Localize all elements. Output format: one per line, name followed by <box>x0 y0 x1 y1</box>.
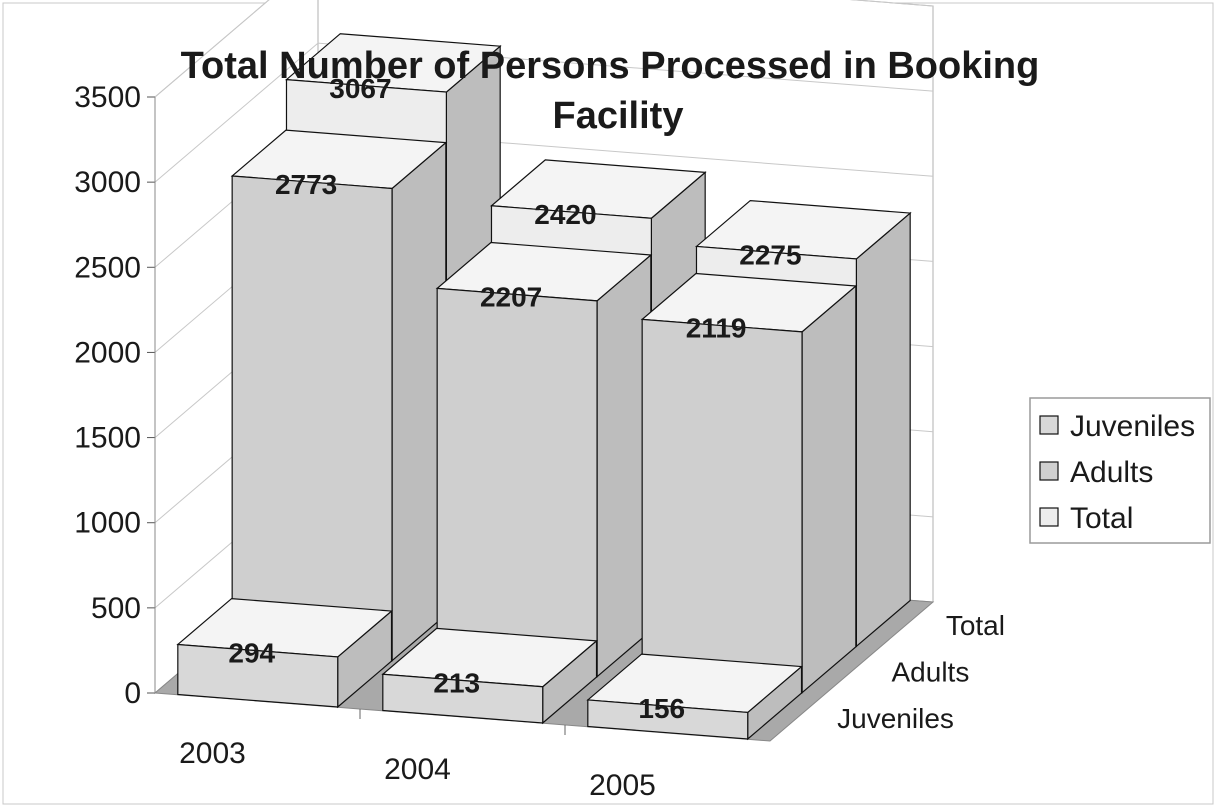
bar-front-face <box>587 699 749 740</box>
legend-box <box>1029 397 1211 544</box>
gridline <box>154 0 934 98</box>
bar-adults-2004 <box>435 241 653 678</box>
y-tick-label: 1500 <box>74 422 141 455</box>
chart-title-line-2: Facility <box>553 95 684 137</box>
data-label: 2207 <box>480 282 542 313</box>
data-label: 2773 <box>275 169 337 200</box>
depth-axis-label: Total <box>946 610 1005 641</box>
bar-adults-2003 <box>230 129 448 662</box>
legend-swatch-total <box>1039 507 1059 527</box>
data-label: 213 <box>433 667 480 698</box>
y-tick-label: 1000 <box>74 507 141 540</box>
x-tick-label: 2004 <box>384 753 451 786</box>
depth-axis-label: Adults <box>892 657 970 688</box>
data-label: 156 <box>638 693 685 724</box>
legend-swatch-adults <box>1039 461 1059 481</box>
bar-juveniles-2003 <box>176 597 394 709</box>
legend-label-adults: Adults <box>1070 456 1153 489</box>
bar-front-face <box>382 673 544 724</box>
data-label: 294 <box>228 638 275 669</box>
y-tick-label: 2500 <box>74 251 141 284</box>
bar-front-face <box>231 175 393 662</box>
x-tick-label: 2003 <box>179 737 246 770</box>
y-tick-label: 2000 <box>74 336 141 369</box>
bar-juveniles-2005 <box>586 653 804 741</box>
bar-front-face <box>436 287 598 678</box>
legend-swatch-juveniles <box>1039 415 1059 435</box>
bar-side-face <box>855 211 911 648</box>
y-tick-label: 3500 <box>74 81 141 114</box>
bar-front-face <box>641 318 803 694</box>
x-tick-label: 2005 <box>589 769 656 802</box>
bar-side-face <box>801 284 857 694</box>
bar-juveniles-2004 <box>381 627 599 725</box>
y-tick-label: 500 <box>91 592 141 625</box>
bar-adults-2005 <box>640 272 858 694</box>
data-label: 2119 <box>686 313 747 344</box>
y-tick-label: 3000 <box>74 166 141 199</box>
data-label: 3067 <box>329 73 391 104</box>
data-label: 2275 <box>739 240 801 271</box>
legend-label-juveniles: Juveniles <box>1070 410 1195 443</box>
data-label: 2420 <box>534 199 596 230</box>
chart-title-line-1: Total Number of Persons Processed in Boo… <box>181 45 1040 87</box>
y-tick-label: 0 <box>124 677 141 710</box>
depth-axis-label: Juveniles <box>837 703 954 734</box>
legend: Juveniles Adults Total <box>1029 397 1211 544</box>
bar-front-face <box>177 643 339 708</box>
gridline <box>154 42 934 183</box>
legend-label-total: Total <box>1070 502 1133 535</box>
